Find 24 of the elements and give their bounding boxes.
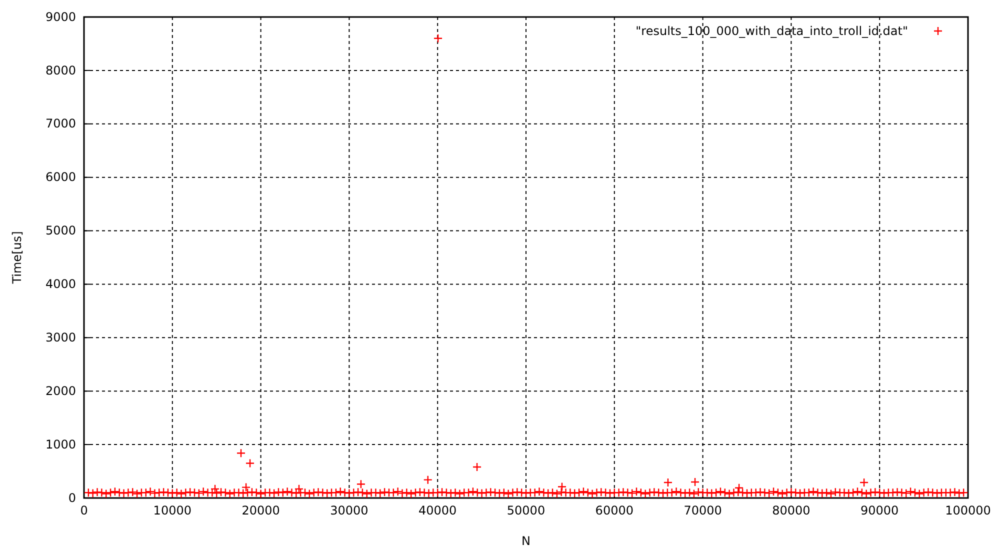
x-tick-label: 40000 bbox=[418, 504, 457, 518]
y-tick-label: 2000 bbox=[45, 384, 76, 398]
y-tick-label: 9000 bbox=[45, 10, 76, 24]
x-tick-label: 60000 bbox=[595, 504, 634, 518]
y-tick-label: 4000 bbox=[45, 277, 76, 292]
x-tick-label: 90000 bbox=[860, 504, 899, 518]
x-tick-label: 50000 bbox=[506, 504, 546, 518]
y-tick-label: 8000 bbox=[45, 63, 76, 78]
y-tick-label: 1000 bbox=[45, 437, 76, 452]
y-axis-title: Time[us] bbox=[10, 231, 24, 285]
y-tick-label: 5000 bbox=[45, 224, 76, 238]
x-tick-label: 0 bbox=[80, 504, 88, 518]
x-tick-label: 80000 bbox=[772, 504, 810, 518]
y-tick-label: 3000 bbox=[45, 330, 76, 345]
x-axis-title: N bbox=[522, 534, 530, 548]
x-tick-label: 30000 bbox=[330, 504, 368, 518]
x-tick-label: 70000 bbox=[684, 504, 722, 518]
x-tick-label: 20000 bbox=[242, 504, 280, 518]
x-tick-label: 10000 bbox=[153, 504, 192, 518]
legend-label: "results_100_000_with_data_into_troll_id.dat" bbox=[636, 24, 908, 38]
y-tick-label: 0 bbox=[68, 490, 76, 505]
y-tick-label: 6000 bbox=[45, 170, 76, 184]
x-tick-label: 100000 bbox=[945, 504, 991, 518]
y-tick-label: 7000 bbox=[45, 116, 76, 131]
